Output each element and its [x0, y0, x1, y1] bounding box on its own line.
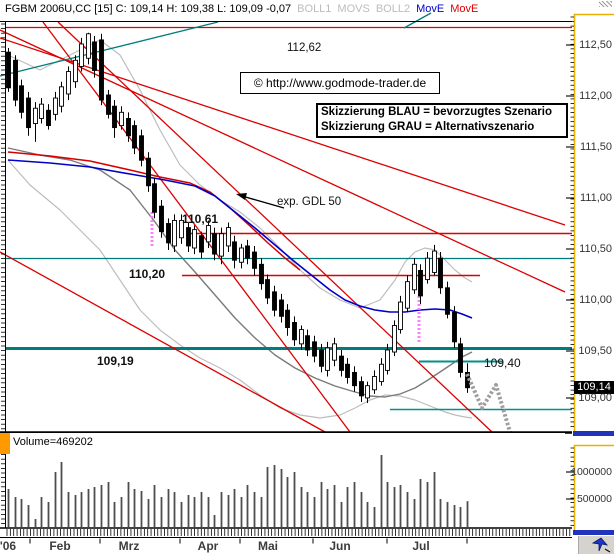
volume-axis-panel[interactable] [574, 445, 614, 535]
scenario-annotation-box[interactable]: Skizzierung BLAU = bevorzugtes Szenario … [316, 103, 568, 138]
last-price-badge: 109,14 [574, 381, 614, 394]
indicator-boll1[interactable]: BOLL1 [297, 3, 332, 15]
volume-swatch-icon [0, 433, 10, 454]
resize-grip-icon[interactable] [599, 1, 612, 7]
copyright-box[interactable]: © http://www.godmode-trader.de [240, 72, 440, 94]
time-axis-panel[interactable] [0, 528, 572, 554]
volume-value-label: Volume=469202 [13, 436, 93, 448]
instrument-info: FGBM 2006U,CC [15] C: 109,14 H: 109,38 L… [5, 3, 292, 15]
volume-pane-header: Volume=469202 [0, 433, 565, 454]
indicator-move-red[interactable]: MovE [450, 3, 479, 15]
indicator-boll2[interactable]: BOLL2 [375, 3, 411, 15]
indicator-movs[interactable]: MOVS [337, 3, 370, 15]
chart-tool-corner-button[interactable] [578, 536, 614, 554]
copyright-text: © http://www.godmode-trader.de [253, 76, 427, 90]
dart-cursor-icon [591, 537, 611, 553]
price-axis-panel[interactable] [574, 14, 614, 436]
chart-title-bar: FGBM 2006U,CC [15] C: 109,14 H: 109,38 L… [5, 3, 484, 15]
scenario-line-blue: Skizzierung BLAU = bevorzugtes Szenario [321, 106, 553, 118]
indicator-move-blue[interactable]: MovE [416, 3, 445, 15]
scenario-line-gray: Skizzierung GRAU = Alternativszenario [321, 121, 535, 133]
